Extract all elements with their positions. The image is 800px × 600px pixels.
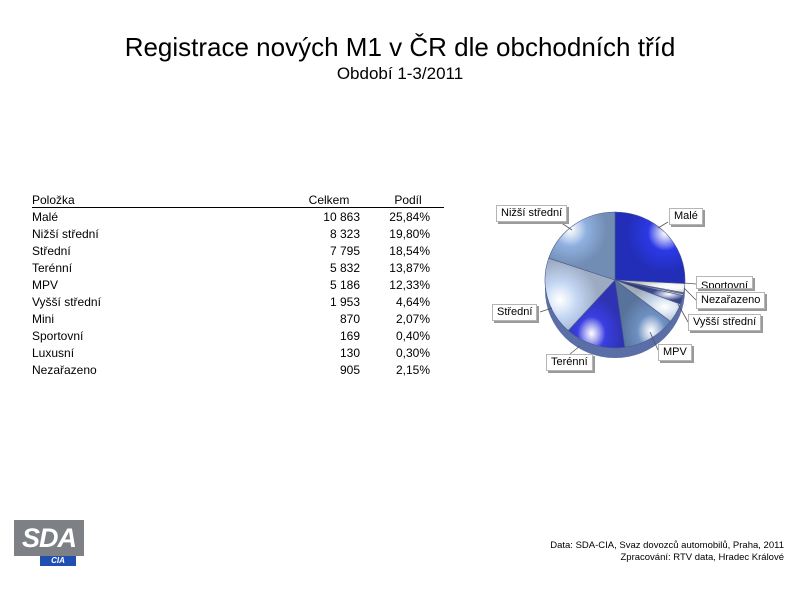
pie-slice-malé bbox=[614, 211, 686, 284]
row-name: Vyšší střední bbox=[32, 294, 101, 309]
row-name: Mini bbox=[32, 311, 55, 326]
row-total: 905 bbox=[339, 362, 360, 377]
table-row: Střední 7 795 18,54% bbox=[32, 242, 444, 259]
leader-line bbox=[559, 221, 573, 231]
pie-slice-terénní bbox=[567, 279, 626, 349]
header-share: Podíl bbox=[360, 192, 444, 208]
row-name: Terénní bbox=[32, 260, 73, 275]
header-total: Celkem bbox=[278, 192, 360, 208]
chart-title: Registrace nových M1 v ČR dle obchodních… bbox=[124, 32, 676, 62]
row-share: 4,64% bbox=[395, 294, 430, 309]
leader-line bbox=[569, 345, 581, 355]
source-line-data: Data: SDA-CIA, Svaz dovozců automobilů, … bbox=[550, 540, 784, 551]
row-name: MPV bbox=[32, 277, 59, 292]
source-line-processing: Zpracování: RTV data, Hradec Králové bbox=[620, 552, 784, 563]
row-total: 130 bbox=[339, 345, 360, 360]
row-name: Nižší střední bbox=[32, 226, 99, 241]
leader-line bbox=[649, 331, 659, 351]
row-total: 10 863 bbox=[323, 209, 360, 224]
pie-slice-střední bbox=[544, 257, 616, 332]
header-item: Položka bbox=[32, 192, 278, 208]
data-table: Položka Celkem Podíl Malé 10 863 25,84% Niž… bbox=[32, 192, 444, 378]
pie-label-mpv: MPV bbox=[658, 344, 692, 361]
pie-label-sportovní: Sportovní bbox=[696, 276, 754, 289]
row-total: 5 186 bbox=[329, 277, 360, 292]
pie-label-nezařazeno: Nezařazeno bbox=[696, 292, 766, 309]
pie-chart: Nižší střední Malé Sportovní Nezařazeno Stře… bbox=[460, 180, 800, 400]
leader-line bbox=[657, 221, 669, 229]
row-share: 2,15% bbox=[395, 362, 430, 377]
row-share: 12,33% bbox=[389, 277, 430, 292]
pie-label-vyšší-střední: Vyšší střední bbox=[688, 314, 762, 331]
pie-svg bbox=[539, 211, 697, 358]
table-row: Sportovní 169 0,40% bbox=[32, 327, 444, 344]
leader-line bbox=[683, 282, 697, 285]
sda-cia-logo: SDA CIA bbox=[14, 520, 84, 566]
table-header-row: Položka Celkem Podíl bbox=[32, 192, 444, 208]
row-share: 19,80% bbox=[389, 226, 430, 241]
row-total: 870 bbox=[339, 311, 360, 326]
row-share: 0,30% bbox=[395, 345, 430, 360]
chart-subtitle: Období 1-3/2011 bbox=[336, 64, 464, 83]
row-total: 8 323 bbox=[329, 226, 360, 241]
row-name: Nezařazeno bbox=[32, 362, 97, 377]
source-note: Data: SDA-CIA, Svaz dovozců automobilů, … bbox=[550, 540, 784, 564]
row-share: 0,40% bbox=[395, 328, 430, 343]
row-share: 2,07% bbox=[395, 311, 430, 326]
row-share: 13,87% bbox=[389, 260, 430, 275]
row-total: 169 bbox=[339, 328, 360, 343]
leader-line bbox=[683, 287, 697, 301]
row-name: Sportovní bbox=[32, 328, 84, 343]
table-row: Luxusní 130 0,30% bbox=[32, 344, 444, 361]
table-row: Malé 10 863 25,84% bbox=[32, 208, 444, 226]
row-name: Střední bbox=[32, 243, 71, 258]
table-row: Nižší střední 8 323 19,80% bbox=[32, 225, 444, 242]
leader-line bbox=[539, 307, 553, 313]
table-row: Vyšší střední 1 953 4,64% bbox=[32, 293, 444, 310]
logo-cia-text: CIA bbox=[40, 556, 76, 566]
table-row: MPV 5 186 12,33% bbox=[32, 276, 444, 293]
pie-slice-nižší-střední bbox=[548, 211, 616, 281]
logo-sda-text: SDA bbox=[14, 520, 84, 556]
row-name: Luxusní bbox=[32, 345, 75, 360]
row-share: 18,54% bbox=[389, 243, 430, 258]
leader-line bbox=[677, 303, 689, 323]
row-total: 7 795 bbox=[329, 243, 360, 258]
row-total: 1 953 bbox=[329, 294, 360, 309]
table-row: Nezařazeno 905 2,15% bbox=[32, 361, 444, 378]
pie-label-terénní: Terénní bbox=[546, 354, 593, 371]
row-share: 25,84% bbox=[389, 209, 430, 224]
pie-label-malé: Malé bbox=[669, 208, 703, 225]
row-total: 5 832 bbox=[329, 260, 360, 275]
table-row: Mini 870 2,07% bbox=[32, 310, 444, 327]
pie-label-nižší-střední: Nižší střední bbox=[496, 205, 568, 222]
table-row: Terénní 5 832 13,87% bbox=[32, 259, 444, 276]
pie-label-střední: Střední bbox=[492, 304, 538, 321]
row-name: Malé bbox=[32, 209, 59, 224]
